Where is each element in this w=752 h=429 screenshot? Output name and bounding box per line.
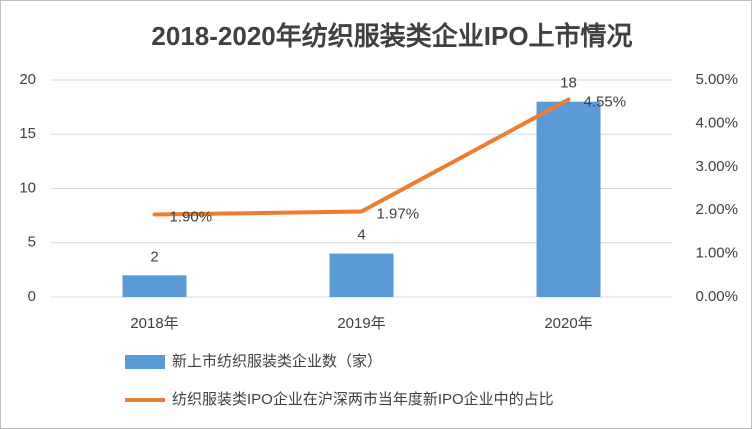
y-tick-label: 20: [19, 71, 36, 88]
x-tick-label: 2018年: [130, 315, 178, 332]
bar-value-label: 4: [357, 227, 365, 244]
y2-tick-label: 3.00%: [695, 158, 738, 175]
legend-swatch: [125, 355, 165, 369]
y-tick-label: 0: [28, 288, 36, 305]
bar: [122, 275, 187, 297]
y2-tick-label: 0.00%: [695, 288, 738, 305]
bar: [536, 101, 601, 297]
y2-tick-label: 1.00%: [695, 245, 738, 262]
line-value-label: 1.97%: [377, 205, 420, 222]
y2-tick-label: 2.00%: [695, 201, 738, 218]
chart-title: 2018-2020年纺织服装类企业IPO上市情况: [151, 21, 632, 51]
legend-label: 新上市纺织服装类企业数（家）: [172, 352, 382, 370]
bar: [329, 253, 394, 297]
y-tick-label: 5: [28, 234, 36, 251]
bar-value-label: 2: [150, 248, 158, 265]
line: [152, 97, 571, 217]
x-tick-label: 2020年: [544, 315, 592, 332]
y2-tick-label: 5.00%: [695, 71, 738, 88]
x-tick-label: 2019年: [337, 315, 385, 332]
y-tick-label: 10: [19, 179, 36, 196]
legend-label: 纺织服装类IPO企业在沪深两市当年度新IPO企业中的占比: [172, 390, 554, 408]
y-tick-label: 15: [19, 125, 36, 142]
y2-tick-label: 4.00%: [695, 114, 738, 131]
bar-value-label: 18: [560, 75, 577, 92]
line-value-label: 4.55%: [584, 93, 627, 110]
line-value-label: 1.90%: [170, 209, 213, 226]
